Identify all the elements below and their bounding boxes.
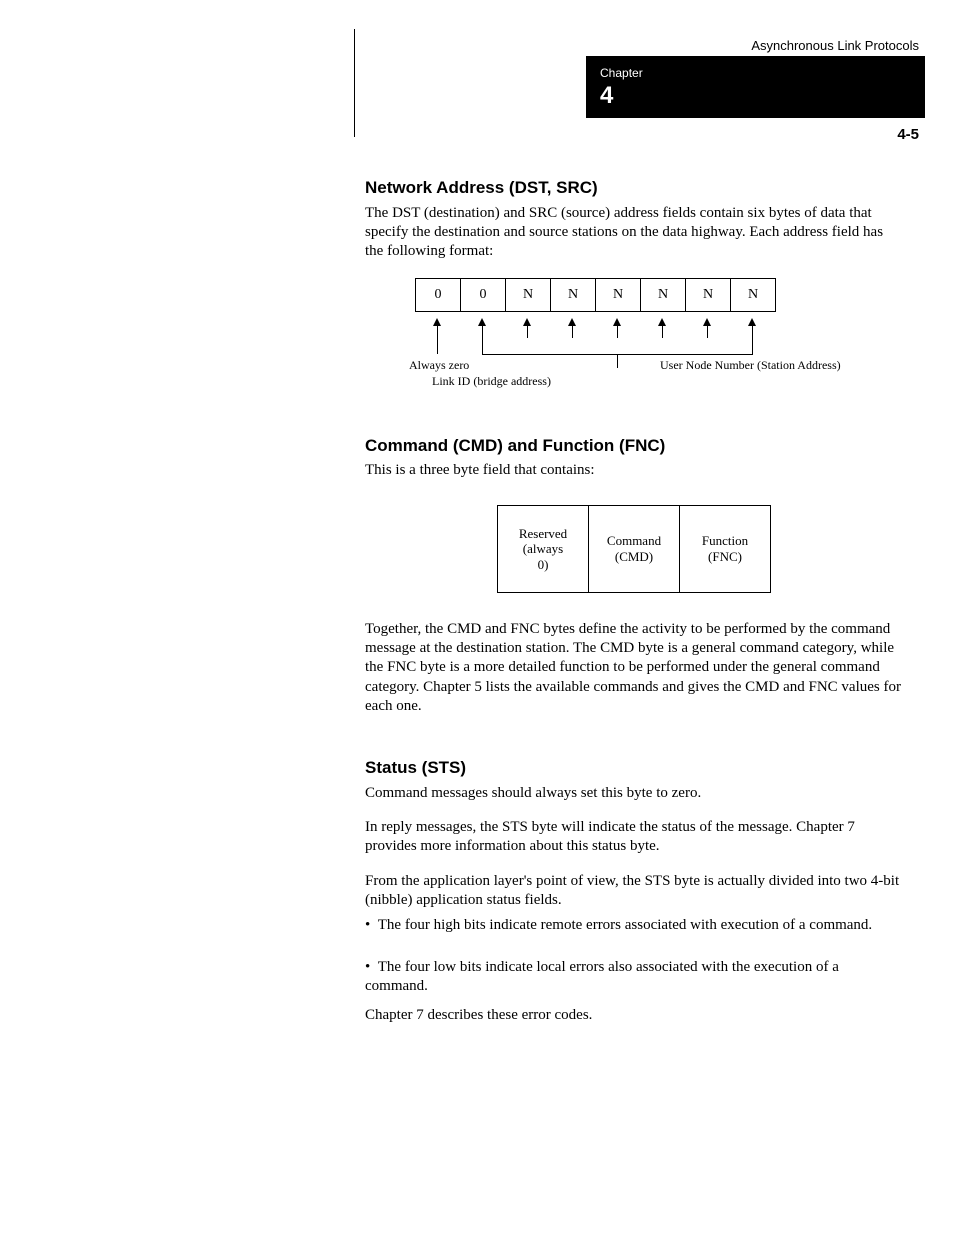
arrow-head-6 bbox=[658, 318, 666, 326]
cmd-para: Together, the CMD and FNC bytes define t… bbox=[365, 620, 905, 716]
box1-line1: Reserved bbox=[519, 526, 567, 542]
section-heading-network: Network Address (DST, SRC) bbox=[365, 178, 598, 198]
address-byte-table: 0 0 N N N N N N bbox=[415, 278, 776, 312]
box3-line2: (FNC) bbox=[708, 549, 742, 565]
sts-p1: Command messages should always set this … bbox=[365, 784, 905, 803]
chapter-num: 4 bbox=[600, 82, 613, 110]
vertical-divider-top bbox=[354, 29, 355, 137]
sts-p3b: • The four high bits indicate remote err… bbox=[365, 916, 905, 935]
cell-5: N bbox=[641, 279, 686, 312]
sts-p2: In reply messages, the STS byte will ind… bbox=[365, 818, 905, 856]
box1-line3: 0) bbox=[538, 557, 549, 573]
arrow-stem-2 bbox=[482, 326, 483, 354]
arrow-head-5 bbox=[613, 318, 621, 326]
section-heading-cmd: Command (CMD) and Function (FNC) bbox=[365, 436, 665, 456]
chapter-title: Asynchronous Link Protocols bbox=[751, 38, 919, 53]
cell-3: N bbox=[551, 279, 596, 312]
cell-4: N bbox=[596, 279, 641, 312]
cmd-intro: This is a three byte field that contains… bbox=[365, 462, 595, 479]
arrow-drop bbox=[617, 354, 618, 368]
box2-line1: Command bbox=[607, 533, 661, 549]
cell-6: N bbox=[686, 279, 731, 312]
sts-p3c: • The four low bits indicate local error… bbox=[365, 958, 905, 996]
field-box-cmd: Command (CMD) bbox=[588, 505, 680, 593]
section-intro-network: The DST (destination) and SRC (source) a… bbox=[365, 204, 905, 262]
box1-line2: (always bbox=[523, 541, 563, 557]
arrow-head-8 bbox=[748, 318, 756, 326]
box3-line1: Function bbox=[702, 533, 748, 549]
sts-p3a: From the application layer's point of vi… bbox=[365, 872, 905, 910]
arrow-label-linkid: Link ID (bridge address) bbox=[432, 374, 551, 389]
arrow-label-usernode: User Node Number (Station Address) bbox=[660, 358, 841, 373]
page-number: 4-5 bbox=[897, 126, 919, 143]
arrow-stem-7 bbox=[707, 326, 708, 338]
chapter-label: Chapter bbox=[600, 66, 643, 80]
arrow-stem-1 bbox=[437, 326, 438, 354]
box2-line2: (CMD) bbox=[615, 549, 653, 565]
cell-7: N bbox=[731, 279, 776, 312]
arrow-label-zero: Always zero bbox=[409, 358, 469, 373]
cell-2: N bbox=[506, 279, 551, 312]
arrow-stem-6 bbox=[662, 326, 663, 338]
arrow-stem-3 bbox=[527, 326, 528, 338]
arrow-stem-8 bbox=[752, 326, 753, 354]
section-heading-sts: Status (STS) bbox=[365, 758, 466, 778]
arrow-head-4 bbox=[568, 318, 576, 326]
arrow-head-1 bbox=[433, 318, 441, 326]
arrow-head-2 bbox=[478, 318, 486, 326]
sts-p4: Chapter 7 describes these error codes. bbox=[365, 1006, 905, 1025]
arrow-head-7 bbox=[703, 318, 711, 326]
arrow-head-3 bbox=[523, 318, 531, 326]
arrow-stem-4 bbox=[572, 326, 573, 338]
field-box-fnc: Function (FNC) bbox=[679, 505, 771, 593]
cell-0: 0 bbox=[416, 279, 461, 312]
cell-1: 0 bbox=[461, 279, 506, 312]
arrow-stem-5 bbox=[617, 326, 618, 338]
field-box-reserved: Reserved (always 0) bbox=[497, 505, 589, 593]
